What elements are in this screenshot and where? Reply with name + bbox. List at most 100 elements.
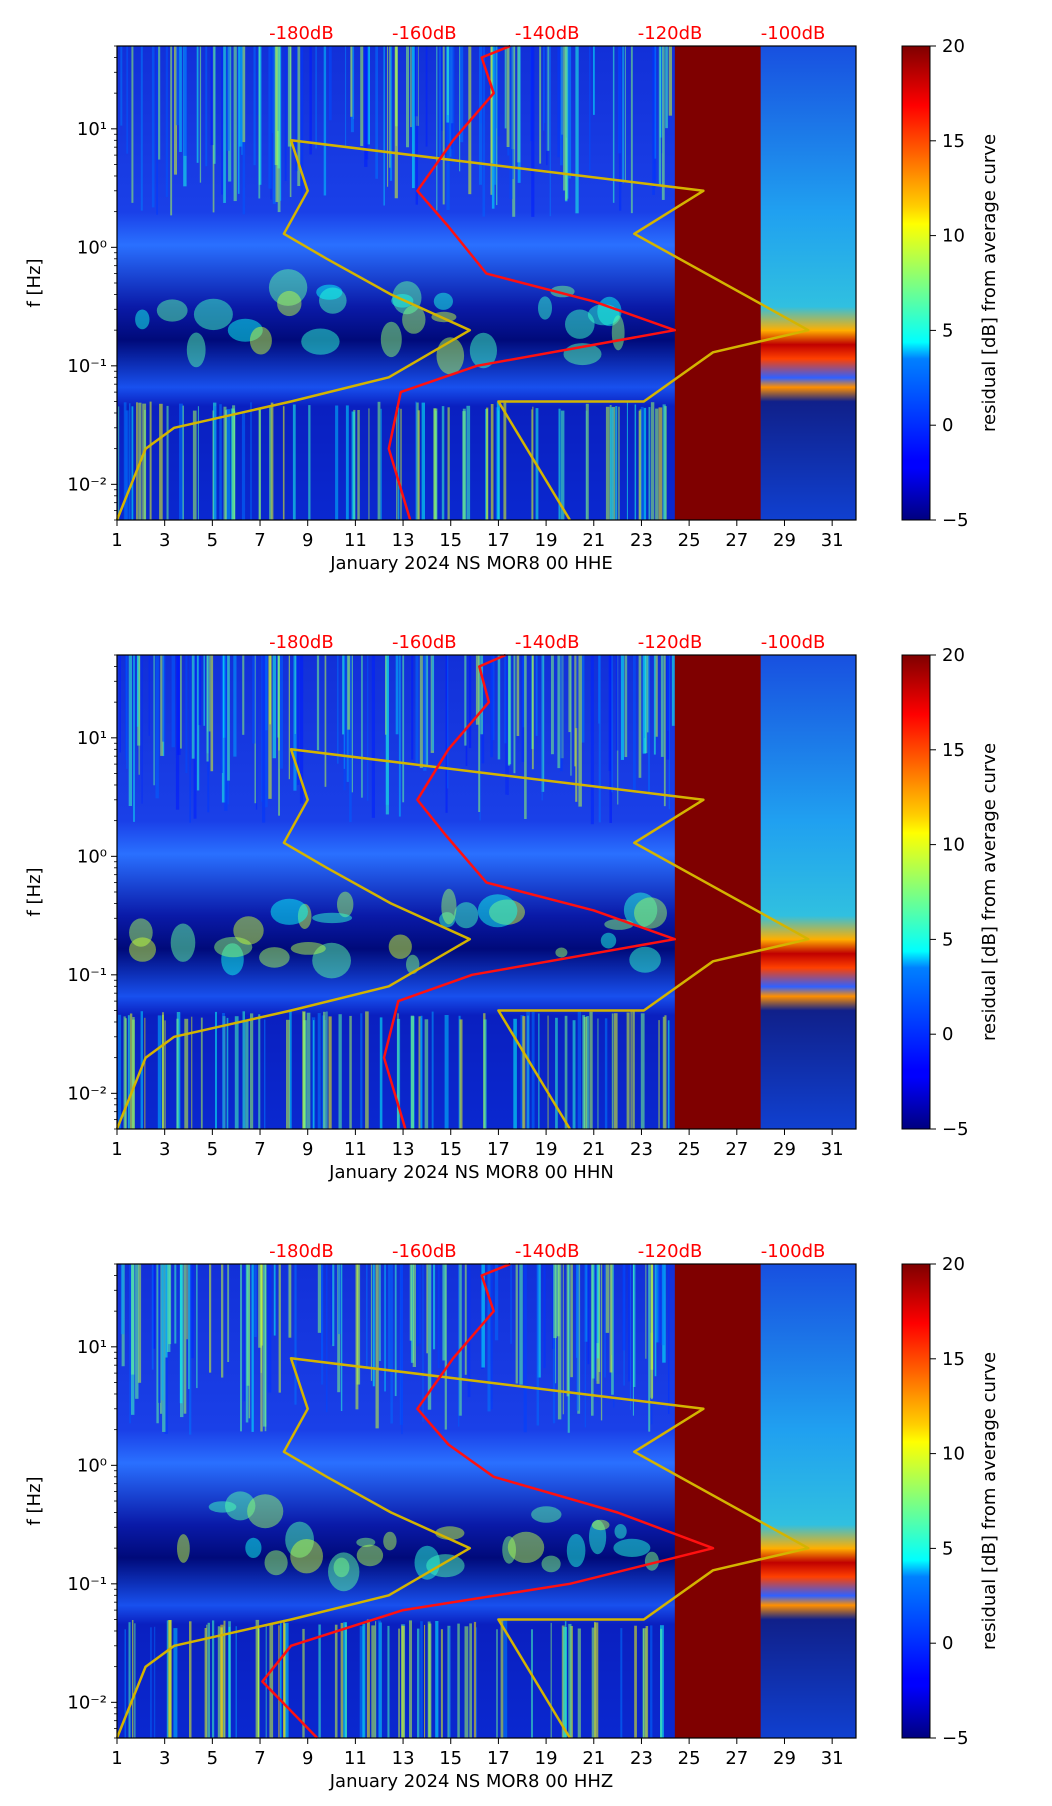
colorbar-tick-label: 10 xyxy=(942,835,965,856)
microseism-patch xyxy=(566,1533,586,1568)
x-tick-label: 29 xyxy=(773,1748,796,1769)
noise-streak xyxy=(375,46,378,179)
noise-streak xyxy=(153,655,155,786)
noise-streak xyxy=(507,655,511,766)
noise-streak xyxy=(193,655,197,819)
noise-streak xyxy=(497,655,501,760)
noise-streak xyxy=(642,655,646,754)
transient-streak xyxy=(176,1018,179,1129)
noise-streak xyxy=(125,655,128,760)
late-month-band xyxy=(760,655,856,1129)
transient-streak xyxy=(164,1020,166,1129)
noise-streak xyxy=(543,46,546,124)
transient-streak xyxy=(526,1011,530,1129)
x-tick-label: 1 xyxy=(111,530,122,551)
noise-streak xyxy=(450,46,453,150)
noise-streak xyxy=(179,1264,183,1404)
noise-streak xyxy=(541,655,545,792)
transient-streak xyxy=(416,402,419,520)
noise-streak xyxy=(438,46,441,159)
transient-streak xyxy=(166,405,169,520)
noise-streak xyxy=(317,1264,322,1333)
noise-streak xyxy=(237,46,240,194)
transient-streak xyxy=(235,1626,237,1738)
noise-streak xyxy=(199,46,202,183)
noise-streak xyxy=(210,46,214,146)
transient-streak xyxy=(217,1626,221,1738)
x-tick-label: 17 xyxy=(487,530,510,551)
x-tick-label: 21 xyxy=(582,1139,605,1160)
noise-streak xyxy=(658,46,661,185)
transient-streak xyxy=(550,1622,552,1738)
noise-streak xyxy=(444,1264,447,1430)
microseism-patch xyxy=(177,1534,190,1563)
noise-streak xyxy=(183,46,188,156)
transient-streak xyxy=(459,1019,463,1129)
noise-streak xyxy=(148,655,150,736)
transient-streak xyxy=(658,407,663,520)
colorbar-tick-label: 0 xyxy=(942,1633,953,1654)
noise-streak xyxy=(422,1264,424,1422)
noise-streak xyxy=(464,655,467,746)
noise-streak xyxy=(557,1264,562,1420)
noise-streak xyxy=(648,1264,651,1432)
noise-streak xyxy=(275,46,279,203)
noise-streak xyxy=(349,655,352,823)
noise-streak xyxy=(622,46,624,184)
transient-streak xyxy=(241,411,246,520)
transient-streak xyxy=(503,402,507,520)
noise-streak xyxy=(587,1264,590,1365)
transient-streak xyxy=(522,1016,526,1129)
transient-streak xyxy=(605,406,610,520)
noise-streak xyxy=(591,1264,594,1416)
noise-streak xyxy=(575,655,579,729)
transient-streak xyxy=(496,1629,498,1738)
transient-streak xyxy=(270,402,274,520)
transient-streak xyxy=(222,1013,225,1129)
noise-streak xyxy=(242,46,246,143)
microseism-patch xyxy=(337,891,354,918)
transient-streak xyxy=(611,1013,614,1129)
noise-streak xyxy=(557,46,560,158)
colorbar-tick-label: −5 xyxy=(942,1728,969,1749)
transient-streak xyxy=(642,1628,647,1738)
colorbar-tick-label: 0 xyxy=(942,415,953,436)
transient-streak xyxy=(634,404,637,520)
transient-streak xyxy=(132,1017,135,1129)
x-tick-label: 9 xyxy=(302,1748,313,1769)
transient-streak xyxy=(359,1626,364,1738)
transient-streak xyxy=(435,1622,438,1738)
transient-streak xyxy=(215,1011,217,1129)
noise-streak xyxy=(288,1264,292,1338)
transient-streak xyxy=(282,406,285,520)
transient-streak xyxy=(626,402,628,520)
noise-streak xyxy=(481,1264,485,1368)
noise-streak xyxy=(120,1264,125,1335)
noise-streak xyxy=(300,46,304,200)
colorbar-tick-label: −5 xyxy=(942,1119,969,1140)
noise-streak xyxy=(560,46,563,166)
noise-streak xyxy=(255,655,258,810)
noise-streak xyxy=(279,655,283,769)
transient-streak xyxy=(136,402,138,520)
transient-streak xyxy=(232,405,236,520)
noise-streak xyxy=(383,46,385,206)
noise-streak xyxy=(395,655,399,735)
noise-streak xyxy=(494,1264,499,1341)
noise-streak xyxy=(251,1264,254,1432)
transient-streak xyxy=(269,1624,274,1738)
noise-streak xyxy=(253,46,256,166)
transient-streak xyxy=(490,404,494,520)
noise-streak xyxy=(246,1264,250,1386)
transient-streak xyxy=(466,405,471,520)
transient-streak xyxy=(650,1625,653,1738)
y-tick-label: 10⁻¹ xyxy=(67,1574,107,1595)
noise-streak xyxy=(512,46,514,180)
noise-streak xyxy=(240,1264,242,1432)
noise-streak xyxy=(491,46,495,209)
transient-streak xyxy=(313,1020,315,1129)
transient-streak xyxy=(428,1623,432,1738)
noise-streak xyxy=(174,46,177,175)
noise-streak xyxy=(576,1264,579,1411)
